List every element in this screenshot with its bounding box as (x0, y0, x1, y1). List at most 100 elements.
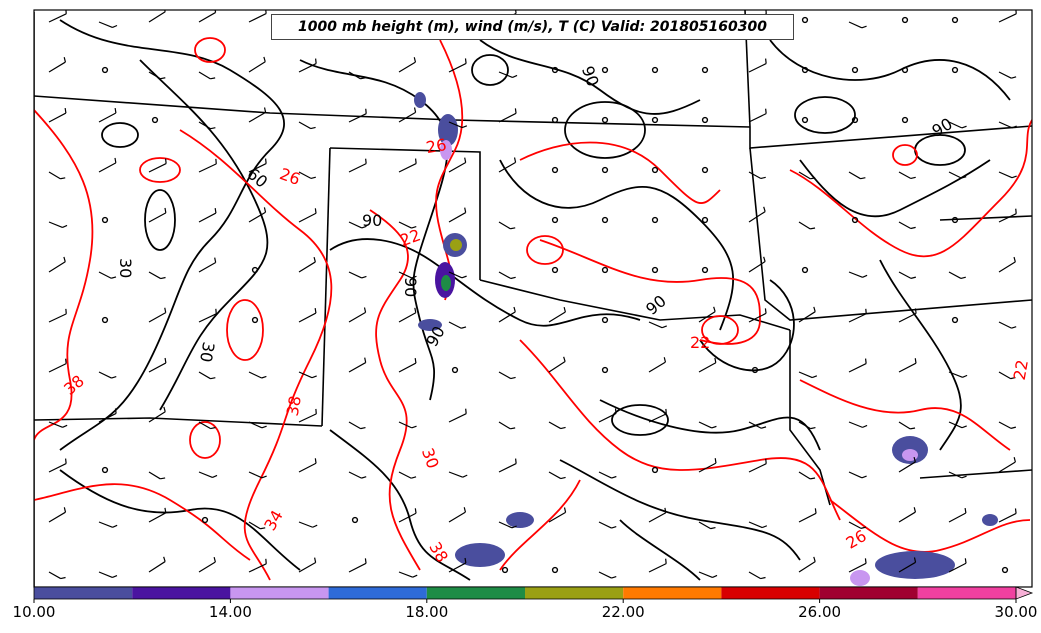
wind-barb (698, 571, 718, 578)
wind-barb (398, 571, 418, 578)
wind-barb (798, 421, 816, 430)
wind-barb (148, 207, 167, 223)
wind-barb (398, 107, 417, 123)
wind-barb (548, 421, 566, 430)
wind-barb (348, 108, 367, 123)
wind-barb (448, 557, 467, 573)
wind-barb (498, 458, 517, 473)
colorbar-bin (721, 587, 820, 599)
wind-barb (148, 307, 167, 323)
height-label: 90 (642, 291, 670, 319)
wind-barb (198, 257, 217, 273)
wind-barb (448, 471, 468, 478)
wind-barb (998, 10, 1017, 23)
wind-barb (248, 207, 267, 223)
wind-barb (948, 271, 966, 280)
calm-marker (801, 66, 809, 74)
wind-barb (698, 306, 716, 323)
wind-barb (48, 108, 67, 123)
wind-barb (48, 308, 67, 323)
wind-barb (748, 206, 766, 223)
colorbar-tick-label: 10.00 (12, 603, 56, 621)
wind-barb (698, 357, 717, 373)
colorbar-bin (819, 587, 918, 599)
colorbar-frame (33, 586, 1017, 600)
wind-barb (198, 421, 216, 430)
temperature-label: 26 (277, 164, 303, 189)
wind-barb (798, 221, 816, 230)
wind-barb (148, 556, 166, 573)
wind-barb (348, 158, 367, 173)
calm-marker (101, 216, 109, 224)
temperature-label: 22 (690, 333, 710, 352)
calm-marker (151, 116, 159, 124)
wind-barb (848, 358, 867, 373)
wind-barb (848, 21, 867, 29)
calm-marker (551, 66, 559, 74)
wind-barb (698, 521, 716, 530)
wind-barb (298, 171, 316, 179)
wind-barb (648, 558, 667, 573)
wind-barb (248, 471, 267, 479)
wind-barb (298, 308, 317, 323)
wind-barb (348, 271, 367, 279)
temperature-label: 22 (1010, 358, 1032, 381)
wind-barb (198, 471, 218, 478)
calm-marker (601, 166, 609, 174)
wind-barb (148, 71, 166, 80)
plot-frame (33, 9, 1033, 588)
wind-barb (498, 108, 517, 123)
wind-barb (848, 421, 868, 428)
calm-marker (801, 16, 809, 24)
wind-barb (198, 10, 217, 23)
wind-barb (148, 10, 166, 23)
calm-marker (701, 166, 709, 174)
calm-marker (101, 466, 109, 474)
wind-barb (248, 421, 267, 429)
wind-barb (748, 308, 767, 323)
wind-barb (898, 221, 916, 230)
wind-barb (48, 571, 66, 580)
calm-marker (601, 366, 609, 374)
wind-barb (298, 371, 317, 379)
wind-barb (148, 158, 167, 173)
wind-barb (798, 508, 817, 523)
temperature-label: 34 (260, 507, 287, 534)
colorbar-bin (230, 587, 329, 599)
height-label: 90 (362, 211, 382, 230)
wind-barb (898, 421, 916, 430)
wind-barb (298, 557, 317, 573)
calm-marker (101, 316, 109, 324)
height-contours (59, 19, 1011, 581)
calm-marker (551, 116, 559, 124)
wind-barb (748, 521, 768, 529)
calm-marker (701, 116, 709, 124)
wind-barb (198, 208, 217, 223)
calm-wind-markers (101, 16, 1009, 574)
wind-barb (298, 521, 318, 528)
wind-barb (998, 321, 1017, 329)
wind-barb (348, 71, 366, 80)
wind-barb (848, 558, 867, 573)
height-label: 60 (243, 164, 271, 192)
wind-barb (98, 271, 117, 279)
wind-barb (248, 558, 267, 573)
calm-marker (651, 466, 659, 474)
calm-marker (801, 266, 809, 274)
calm-marker (1001, 566, 1009, 574)
temperature-label: 22 (397, 225, 423, 250)
wind-barb (48, 171, 66, 180)
wind-barb (248, 10, 267, 23)
calm-marker (351, 516, 359, 524)
calm-marker (501, 566, 509, 574)
wind-barb (148, 271, 166, 280)
temperature-label: 30 (418, 445, 443, 471)
wind-barb (498, 71, 518, 78)
calm-marker (801, 116, 809, 124)
calm-marker (601, 116, 609, 124)
map-title: 1000 mb height (m), wind (m/s), T (C) Va… (271, 14, 794, 40)
wind-barb (98, 371, 117, 379)
wind-barb (148, 507, 167, 523)
calm-marker (701, 216, 709, 224)
calm-marker (651, 116, 659, 124)
